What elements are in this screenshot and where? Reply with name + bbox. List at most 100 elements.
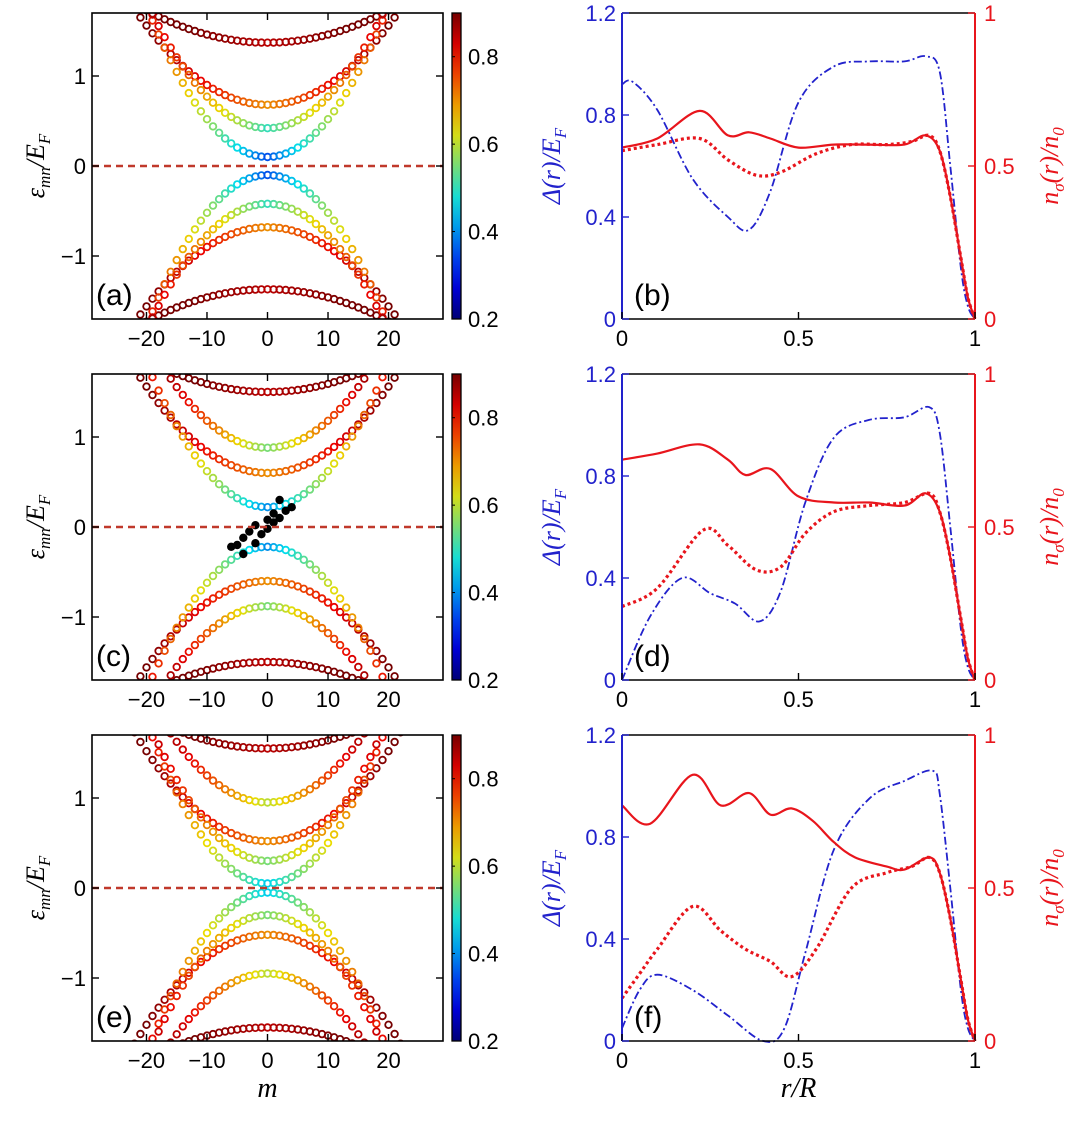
- eigen-point: [348, 390, 357, 400]
- eigen-point: [166, 735, 175, 738]
- eigen-point: [232, 898, 242, 907]
- y-tick-label-right: 0.5: [984, 515, 1015, 540]
- eigen-point: [172, 422, 181, 431]
- eigen-point: [305, 908, 315, 917]
- eigen-point: [196, 954, 206, 963]
- eigen-point: [348, 799, 357, 809]
- zero-mode-point: [275, 513, 284, 523]
- eigen-point: [305, 982, 315, 991]
- eigen-point: [196, 809, 206, 819]
- label-part: ε: [21, 187, 50, 198]
- eigen-point: [299, 979, 308, 988]
- x-tick-label: 0: [261, 687, 273, 712]
- eigen-point: [305, 214, 315, 224]
- eigen-point: [378, 735, 387, 742]
- eigen-point: [196, 107, 206, 116]
- eigen-point: [136, 374, 145, 382]
- eigen-point: [178, 1022, 187, 1031]
- panel-label: (d): [634, 640, 671, 673]
- eigen-point: [190, 821, 200, 830]
- eigen-point: [172, 374, 181, 378]
- eigen-point: [360, 671, 369, 680]
- x-tick-label: −20: [128, 687, 165, 712]
- label-part: Δ(r)/E: [537, 138, 566, 205]
- y-tick-label: −1: [61, 244, 86, 269]
- eigen-point: [335, 805, 345, 814]
- eigen-point: [208, 98, 218, 107]
- eigen-point: [323, 928, 333, 938]
- eigen-point: [136, 737, 145, 747]
- eigen-point: [136, 13, 145, 22]
- eigen-point: [220, 908, 230, 917]
- panel-label: (a): [96, 279, 133, 312]
- eigen-point: [329, 954, 339, 963]
- eigen-point: [390, 310, 399, 319]
- eigen-point: [190, 451, 200, 460]
- eigen-point: [166, 280, 175, 289]
- eigen-point: [378, 1034, 387, 1041]
- x-tick-label: 0: [616, 687, 628, 712]
- label-part: n: [1035, 914, 1064, 927]
- eigen-point: [342, 971, 351, 980]
- eigen-point: [148, 672, 157, 680]
- eigen-point: [178, 244, 187, 254]
- eigen-point: [172, 623, 181, 632]
- eigen-point: [220, 785, 230, 794]
- eigen-point: [323, 578, 333, 587]
- eigen-point: [178, 967, 187, 977]
- eigen-point: [390, 374, 399, 382]
- eigen-point: [366, 290, 375, 299]
- eigen-point: [190, 607, 200, 617]
- eigen-point: [202, 242, 212, 252]
- eigen-point: [317, 921, 327, 930]
- label-part: n: [1035, 192, 1064, 205]
- eigen-point: [390, 1029, 399, 1039]
- eigen-point: [184, 442, 193, 451]
- label-part: F: [551, 127, 570, 139]
- eigen-point: [323, 946, 333, 956]
- eigen-point: [287, 851, 296, 860]
- eigen-point: [232, 869, 242, 878]
- eigen-point: [179, 735, 187, 737]
- x-axis-label: r/R: [781, 1073, 817, 1104]
- eigen-point: [172, 775, 181, 785]
- eigen-point: [220, 560, 230, 569]
- eigen-point: [384, 1020, 393, 1030]
- eigen-point: [311, 103, 321, 113]
- eigen-point: [378, 13, 387, 19]
- eigen-point: [196, 937, 206, 946]
- eigen-point: [329, 586, 339, 595]
- x-tick-label: 1: [969, 326, 981, 351]
- eigen-point: [378, 313, 387, 319]
- eigen-point: [366, 639, 375, 648]
- eigen-point: [329, 85, 339, 95]
- label-part: /E: [21, 505, 50, 530]
- eigen-point: [329, 1002, 339, 1011]
- colorbar-tick-label: 0.6: [468, 854, 499, 879]
- eigen-point: [335, 98, 345, 107]
- eigen-point: [305, 826, 315, 835]
- eigen-point: [208, 991, 218, 1000]
- label-part: (r)/n: [1035, 497, 1064, 545]
- eigen-point: [178, 981, 187, 990]
- density-up-curve: [621, 109, 977, 320]
- delta-curve: [621, 769, 976, 1043]
- eigen-point: [372, 748, 381, 757]
- eigen-point: [208, 238, 218, 248]
- eigen-point: [342, 752, 351, 762]
- eigen-point: [214, 103, 224, 113]
- eigen-point: [190, 1008, 200, 1017]
- y-axis-label-left: Δ(r)/EF: [537, 849, 570, 927]
- y-tick-label-left: 1.2: [585, 1, 616, 26]
- eigen-point: [208, 921, 218, 930]
- eigen-point: [348, 613, 357, 622]
- eigen-point: [202, 578, 212, 587]
- eigen-point: [342, 442, 351, 451]
- eigen-point: [196, 1002, 206, 1011]
- eigen-point: [202, 208, 212, 217]
- eigen-point: [372, 386, 381, 395]
- eigen-point: [329, 830, 339, 839]
- eigen-point: [323, 416, 333, 425]
- eigen-point: [196, 410, 206, 420]
- eigen-point: [354, 374, 363, 378]
